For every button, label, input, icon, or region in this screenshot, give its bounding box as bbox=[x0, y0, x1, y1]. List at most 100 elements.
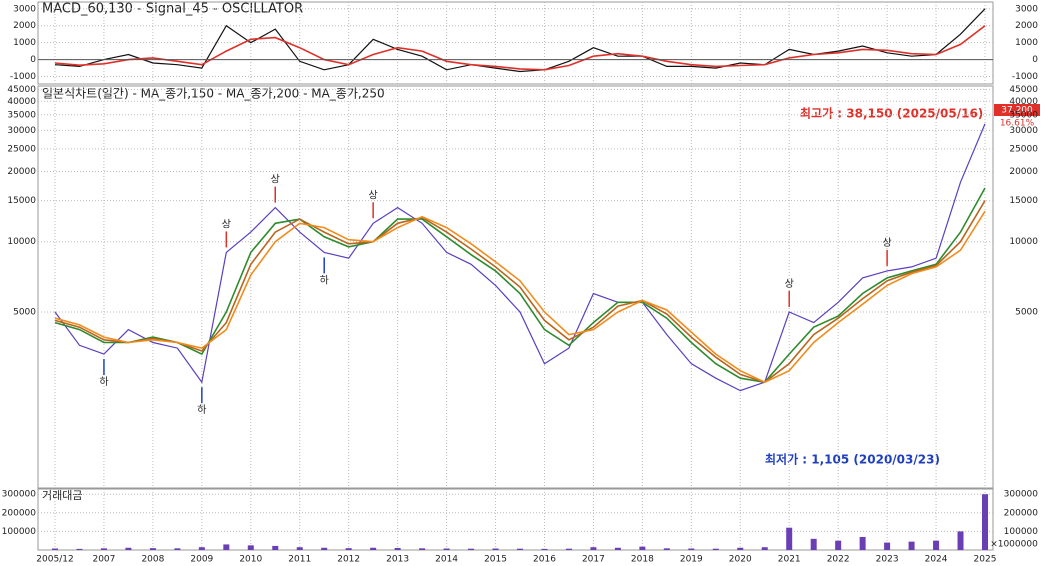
y-tick-label: 20000 bbox=[7, 167, 36, 177]
volume-bar bbox=[345, 548, 352, 550]
y-tick-label-right: 35000 bbox=[1009, 110, 1038, 120]
y-tick-label: 200000 bbox=[2, 508, 37, 518]
low-annotation: 최저가 : 1,105 (2020/03/23) bbox=[765, 452, 940, 467]
y-tick-label: 15000 bbox=[7, 196, 36, 206]
signal-label: 상 bbox=[369, 189, 378, 201]
volume-bar bbox=[835, 540, 842, 550]
volume-bar bbox=[761, 547, 768, 550]
x-tick-label: 2014 bbox=[435, 555, 458, 565]
series-line bbox=[54, 210, 986, 384]
volume-bar bbox=[614, 547, 621, 550]
signal-label: 상 bbox=[271, 174, 280, 186]
volume-bar bbox=[933, 540, 940, 550]
y-tick-label-right: 40000 bbox=[1009, 97, 1038, 107]
volume-bar bbox=[786, 527, 793, 550]
y-tick-label-right: 20000 bbox=[1009, 167, 1038, 177]
volume-bar bbox=[590, 547, 597, 550]
volume-bar bbox=[370, 547, 377, 550]
volume-bar bbox=[957, 531, 964, 550]
volume-bar bbox=[639, 546, 646, 550]
signal-label: 상 bbox=[785, 278, 794, 290]
y-tick-label: 100000 bbox=[2, 527, 37, 537]
volume-bar bbox=[76, 548, 83, 550]
macd-title: MACD_60,130 - Signal_45 - OSCILLATOR bbox=[42, 2, 303, 17]
y-tick-label-right: 25000 bbox=[1009, 144, 1038, 154]
volume-bar bbox=[419, 548, 426, 550]
volume-bar bbox=[517, 548, 523, 550]
signal-label: 하 bbox=[99, 375, 108, 388]
volume-bar bbox=[737, 547, 744, 550]
volume-bar bbox=[100, 548, 107, 550]
y-tick-label: 300000 bbox=[2, 490, 37, 500]
volume-title: 거래대금 bbox=[42, 489, 82, 502]
x-tick-label: 2008 bbox=[141, 555, 164, 565]
volume-bar bbox=[272, 545, 279, 550]
x-tick-label: 2015 bbox=[484, 555, 507, 565]
volume-bar bbox=[663, 548, 670, 550]
y-tick-label-right: 5000 bbox=[1015, 307, 1038, 317]
y-tick-label-right: 100000 bbox=[1004, 527, 1039, 537]
y-tick-label: 35000 bbox=[7, 110, 36, 120]
volume-panel bbox=[37, 488, 994, 551]
volume-bar bbox=[982, 494, 988, 550]
volume-bar bbox=[394, 547, 401, 550]
volume-bar bbox=[321, 547, 328, 550]
series-line bbox=[54, 8, 986, 73]
price-tag-box bbox=[994, 104, 1040, 116]
volume-bar bbox=[859, 536, 866, 550]
x-tick-label: 2010 bbox=[239, 555, 262, 565]
unit-label: ×1000000 bbox=[990, 540, 1038, 550]
x-tick-label: 2021 bbox=[778, 555, 801, 565]
volume-bar bbox=[884, 542, 891, 550]
y-tick-label: -1000 bbox=[10, 72, 36, 82]
signal-label: 상 bbox=[883, 237, 892, 249]
y-tick-label: 40000 bbox=[7, 97, 36, 107]
y-tick-label-right: 10000 bbox=[1009, 237, 1038, 247]
y-tick-label-right: -1000 bbox=[1012, 72, 1038, 82]
y-tick-label: 3000 bbox=[13, 4, 36, 14]
y-tick-label-right: 0 bbox=[1032, 55, 1038, 65]
y-tick-label: 30000 bbox=[7, 126, 36, 136]
volume-bar bbox=[468, 548, 475, 550]
y-tick-label-right: 30000 bbox=[1009, 126, 1038, 136]
y-tick-label-right: 300000 bbox=[1004, 490, 1039, 500]
y-tick-label: 25000 bbox=[7, 144, 36, 154]
volume-bar bbox=[443, 548, 450, 550]
x-tick-label: 2016 bbox=[533, 555, 556, 565]
x-tick-label: 2007 bbox=[92, 555, 115, 565]
volume-bar bbox=[810, 538, 817, 550]
y-tick-label-right: 45000 bbox=[1009, 85, 1038, 95]
volume-bar bbox=[125, 547, 132, 550]
volume-bar bbox=[908, 541, 915, 550]
x-tick-label: 2012 bbox=[337, 555, 360, 565]
high-annotation: 최고가 : 38,150 (2025/05/16) bbox=[800, 106, 983, 121]
volume-bar bbox=[247, 545, 254, 550]
x-tick-label: 2022 bbox=[827, 555, 850, 565]
volume-bar bbox=[52, 548, 58, 550]
y-tick-label: 0 bbox=[30, 55, 36, 65]
x-tick-label: 2020 bbox=[729, 555, 752, 565]
x-tick-label: 2023 bbox=[876, 555, 899, 565]
x-tick-label: 2011 bbox=[288, 555, 311, 565]
volume-bar bbox=[223, 544, 230, 550]
y-tick-label-right: 3000 bbox=[1015, 4, 1038, 14]
volume-bar bbox=[565, 548, 572, 550]
price-tag: 37,200 bbox=[1001, 106, 1033, 116]
x-tick-label: 2013 bbox=[386, 555, 409, 565]
y-tick-label: 2000 bbox=[13, 21, 36, 31]
volume-bar bbox=[541, 548, 548, 550]
volume-bar bbox=[492, 548, 499, 550]
volume-bar bbox=[712, 548, 719, 550]
y-tick-label: 5000 bbox=[13, 307, 36, 317]
y-tick-label-right: 15000 bbox=[1009, 196, 1038, 206]
x-tick-label: 2025 bbox=[974, 555, 997, 565]
price-title: 일본식차트(일간) - MA_종가,150 - MA_종가,200 - MA_종… bbox=[42, 87, 385, 101]
signal-label: 상 bbox=[222, 218, 231, 230]
y-tick-label: 10000 bbox=[7, 237, 36, 247]
volume-bar bbox=[149, 548, 156, 550]
y-tick-label-right: 1000 bbox=[1015, 38, 1038, 48]
x-tick-label: 2018 bbox=[631, 555, 654, 565]
x-tick-label: 2017 bbox=[582, 555, 605, 565]
signal-label: 하 bbox=[197, 403, 206, 416]
